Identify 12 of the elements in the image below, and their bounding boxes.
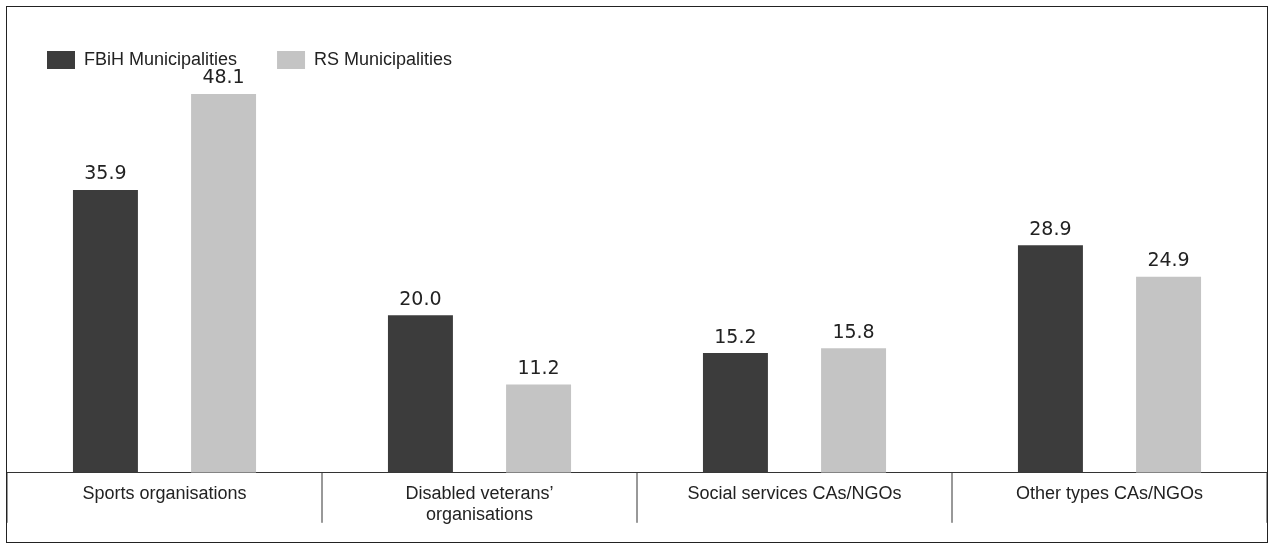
data-label: 24.9 bbox=[1147, 248, 1190, 271]
x-tick-label: Social services CAs/NGOs bbox=[687, 482, 902, 503]
data-label: 15.2 bbox=[714, 324, 757, 347]
x-tick-label: Disabled veterans’ organisations bbox=[405, 482, 554, 525]
data-label: 28.9 bbox=[1029, 216, 1072, 239]
legend-label: RS Municipalities bbox=[314, 48, 453, 69]
data-label: 15.8 bbox=[832, 319, 875, 342]
data-label: 11.2 bbox=[517, 356, 560, 379]
data-label: 35.9 bbox=[84, 161, 127, 184]
x-tick-label: Other types CAs/NGOs bbox=[1015, 482, 1204, 503]
x-tick-label: Sports organisations bbox=[82, 482, 247, 503]
data-label: 20.0 bbox=[399, 286, 442, 309]
